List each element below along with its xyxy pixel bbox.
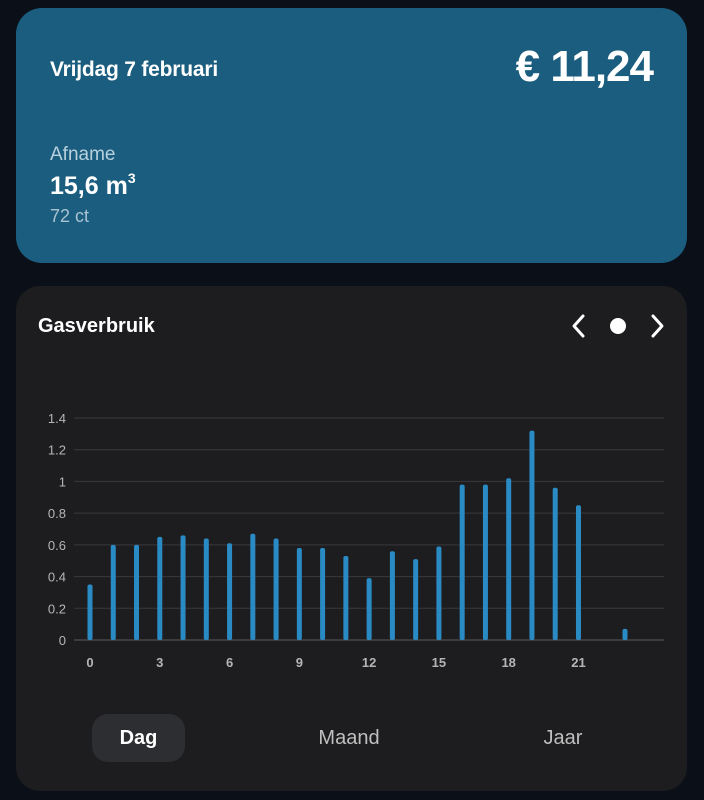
y-tick-label: 0 (59, 633, 66, 648)
bar-hour-6 (227, 543, 233, 640)
x-tick-label: 0 (86, 655, 93, 670)
date-label: Vrijdag 7 februari (50, 58, 218, 81)
bar-hour-1 (110, 544, 116, 640)
y-tick-label: 0.6 (48, 538, 66, 553)
x-tick-label: 21 (571, 655, 585, 670)
bar-hour-18 (506, 478, 512, 640)
bar-hour-10 (320, 548, 326, 640)
bar-hour-13 (389, 551, 395, 640)
tab-month[interactable]: Maand (318, 727, 380, 749)
price-per-unit: 72 ct (50, 206, 90, 226)
consumption-volume: 15,6 m3 (50, 170, 136, 201)
bar-hour-2 (134, 544, 140, 640)
bar-hour-12 (366, 578, 372, 640)
gas-usage-card: Gasverbruik 0 0.2 0.4 0.6 0.8 1 1.2 1.4 0 3 6 9 12 15… (16, 286, 687, 791)
bar-hour-17 (482, 484, 488, 640)
x-tick-label: 15 (432, 655, 446, 670)
x-tick-label: 6 (226, 655, 233, 670)
bar-hour-14 (413, 559, 419, 640)
y-tick-label: 1.2 (48, 443, 66, 458)
cost-amount: € 11,24 (515, 42, 654, 91)
gas-usage-chart: 0 0.2 0.4 0.6 0.8 1 1.2 1.4 0 3 6 9 12 15 18 21 (48, 411, 664, 670)
bar-hour-0 (87, 584, 93, 640)
bar-hour-9 (296, 548, 302, 640)
y-tick-label: 0.4 (48, 570, 66, 585)
x-tick-label: 12 (362, 655, 376, 670)
volume-value: 15,6 m (50, 172, 128, 200)
chevron-left-icon[interactable] (568, 312, 592, 340)
bar-hour-19 (529, 430, 535, 640)
bar-hour-16 (459, 484, 465, 640)
bar-hour-20 (552, 487, 558, 640)
tab-year[interactable]: Jaar (543, 727, 583, 749)
bar-hour-7 (250, 533, 256, 640)
bar-hour-23 (622, 628, 628, 640)
bar-hour-11 (343, 555, 349, 640)
x-tick-label: 9 (296, 655, 303, 670)
x-tick-label: 3 (156, 655, 163, 670)
bar-hour-21 (575, 505, 581, 640)
chevron-right-icon[interactable] (644, 312, 668, 340)
bar-hour-5 (203, 538, 209, 640)
bar-hour-8 (273, 538, 279, 640)
bar-hour-3 (157, 536, 163, 640)
y-tick-label: 1.4 (48, 411, 66, 426)
volume-unit-superscript: 3 (127, 170, 136, 186)
card-title: Gasverbruik (38, 315, 155, 337)
y-tick-label: 1 (59, 474, 66, 489)
x-tick-label: 18 (501, 655, 515, 670)
current-period-dot-icon (610, 318, 626, 334)
bar-hour-15 (436, 546, 442, 640)
consumption-label: Afname (50, 144, 116, 165)
y-tick-label: 0.8 (48, 506, 66, 521)
summary-card: Vrijdag 7 februari € 11,24 Afname 15,6 m… (16, 8, 687, 263)
bar-hour-4 (180, 535, 186, 640)
y-tick-label: 0.2 (48, 601, 66, 616)
tab-day[interactable]: Dag (92, 714, 185, 762)
